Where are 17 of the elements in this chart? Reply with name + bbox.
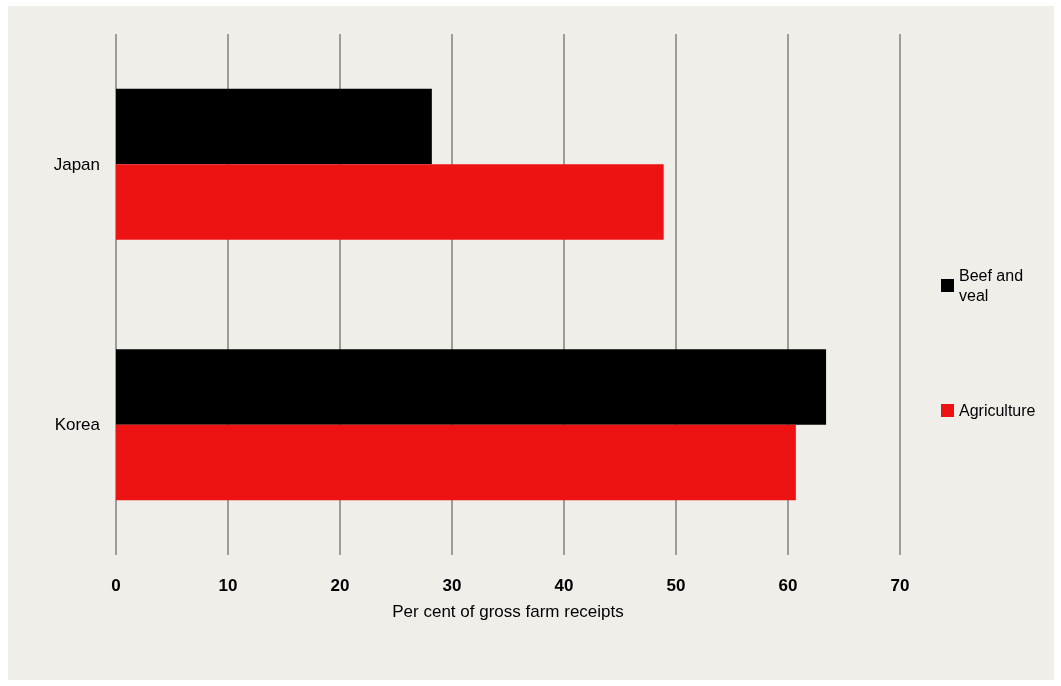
x-tick-label: 50 [666, 576, 686, 595]
bar [116, 349, 827, 425]
y-tick-label: Korea [54, 415, 101, 435]
x-tick-label: 30 [442, 576, 462, 595]
x-tick-label: 0 [111, 576, 121, 595]
y-tick-label: Japan [53, 154, 100, 174]
legend-label: Beef and veal [959, 267, 1028, 304]
x-tick-label: 60 [778, 576, 798, 595]
x-tick-label: 20 [330, 576, 350, 595]
legend-label: Agriculture [959, 402, 1036, 419]
x-tick-label: 10 [218, 576, 238, 595]
bar [116, 424, 796, 501]
bar [116, 164, 664, 240]
bar [116, 88, 432, 165]
x-axis-title: Per cent of gross farm receipts [392, 602, 624, 621]
x-tick-label: 70 [890, 576, 910, 595]
x-tick-label: 40 [554, 576, 574, 595]
